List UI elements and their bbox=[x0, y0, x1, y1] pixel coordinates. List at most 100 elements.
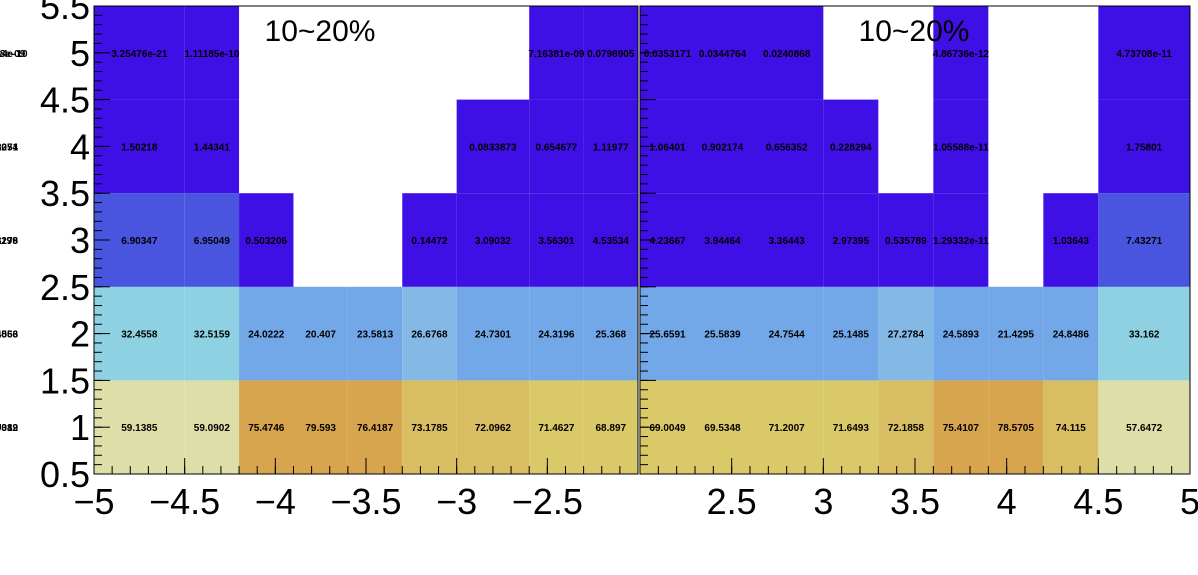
heatmap-cell bbox=[1098, 6, 1190, 100]
heatmap-cell bbox=[293, 380, 348, 474]
heatmap-cell bbox=[1043, 193, 1099, 287]
x-tick-label: −3 bbox=[436, 481, 477, 522]
heatmap-cell bbox=[529, 6, 584, 100]
heatmap-cell-value: 0.0353171 bbox=[644, 49, 692, 60]
heatmap-cell bbox=[402, 193, 457, 287]
heatmap-cell-value: 0.0344764 bbox=[699, 49, 747, 60]
heatmap-cell-value: 27.4563 bbox=[0, 330, 19, 341]
y-tick-label: 2 bbox=[70, 314, 90, 355]
heatmap-cell bbox=[184, 380, 240, 474]
x-tick-label: 5 bbox=[1180, 481, 1198, 522]
heatmap-cell bbox=[239, 286, 294, 381]
heatmap-cell-value: 23.5813 bbox=[357, 330, 394, 341]
heatmap-cell-value: 24.8486 bbox=[1053, 330, 1090, 341]
heatmap-cell-value: 32.5159 bbox=[194, 330, 231, 341]
heatmap-cell bbox=[1098, 286, 1190, 381]
x-tick-label: −2.5 bbox=[512, 481, 583, 522]
y-tick-label: 3.5 bbox=[40, 173, 90, 214]
heatmap-cell bbox=[933, 193, 989, 287]
heatmap-cell-value: 7.43271 bbox=[1126, 236, 1163, 247]
heatmap-cell bbox=[184, 6, 240, 100]
heatmap-cell-value: 0.656352 bbox=[766, 142, 808, 153]
heatmap-cell bbox=[583, 99, 638, 194]
x-tick-label: −3.5 bbox=[330, 481, 401, 522]
heatmap-cell bbox=[695, 286, 750, 381]
heatmap-cell-value: 1.32271 bbox=[0, 142, 19, 153]
heatmap-cell bbox=[878, 193, 934, 287]
y-tick-label: 4.5 bbox=[40, 80, 90, 121]
heatmap-cell-value: 78.5705 bbox=[998, 423, 1035, 434]
heatmap-cell-value: 3.09032 bbox=[475, 236, 512, 247]
heatmap-cell bbox=[184, 286, 240, 381]
y-tick-label: 5 bbox=[70, 33, 90, 74]
heatmap-cell-value: 25.5839 bbox=[704, 330, 741, 341]
heatmap-cell bbox=[750, 99, 824, 194]
heatmap-cell bbox=[402, 380, 457, 474]
heatmap-cell-value: 75.4746 bbox=[248, 423, 285, 434]
heatmap-cell-value: 1.11185e-10 bbox=[184, 49, 239, 60]
heatmap-cell bbox=[239, 193, 294, 287]
heatmap-cell-value: 4.73708e-11 bbox=[1116, 49, 1172, 60]
heatmap-cell bbox=[347, 286, 403, 381]
x-tick-label: 3 bbox=[813, 481, 833, 522]
heatmap-cell-value: 32.4558 bbox=[121, 330, 158, 341]
heatmap-cell bbox=[823, 99, 879, 194]
y-tick-label: 1 bbox=[70, 407, 90, 448]
heatmap-cell bbox=[750, 286, 824, 381]
heatmap-cell-value: 59.1385 bbox=[121, 423, 158, 434]
heatmap-cell-value: 21.4295 bbox=[998, 330, 1035, 341]
y-tick-label: 5.5 bbox=[40, 0, 90, 27]
heatmap-cell-value: 1.9368e-09 bbox=[0, 49, 26, 60]
heatmap-cell-value: 1.78054 bbox=[0, 142, 19, 153]
heatmap-cell-value: 24.0222 bbox=[248, 330, 285, 341]
heatmap-cell-value: 0.228294 bbox=[830, 142, 872, 153]
heatmap-cell bbox=[529, 99, 584, 194]
heatmap-cell-value: 0.902174 bbox=[702, 142, 744, 153]
heatmap-cell bbox=[529, 193, 584, 287]
heatmap-cell-value: 25.1485 bbox=[833, 330, 870, 341]
y-tick-label: 3 bbox=[70, 220, 90, 261]
heatmap-cell bbox=[529, 286, 584, 381]
heatmap-cell bbox=[823, 286, 879, 381]
heatmap-cell bbox=[933, 380, 989, 474]
heatmap-cell-value: 7.41199 bbox=[0, 236, 18, 247]
heatmap-cell-value: 0.0240868 bbox=[763, 49, 811, 60]
heatmap-cell-value: 72.0962 bbox=[475, 423, 512, 434]
heatmap-cell bbox=[750, 193, 824, 287]
heatmap-cell-value: 71.2007 bbox=[769, 423, 806, 434]
right-heatmap-panel: 69.0049 69.5348 71.2007 71.6493 72.1858 75.41… bbox=[0, 5, 1198, 522]
heatmap-cell-value: 3.36443 bbox=[769, 236, 806, 247]
heatmap-cell-value: 24.3196 bbox=[538, 330, 575, 341]
heatmap-cell-value: 4.53534 bbox=[593, 236, 630, 247]
heatmap-cell-value: 71.4627 bbox=[538, 423, 575, 434]
heatmap-cell bbox=[456, 380, 530, 474]
heatmap-cell-value: 69.5348 bbox=[704, 423, 741, 434]
heatmap-cell-value: 20.407 bbox=[305, 330, 336, 341]
heatmap-cell bbox=[1098, 99, 1190, 194]
heatmap-cell-value: 1.44341 bbox=[194, 142, 231, 153]
heatmap-cell-value: 27.2784 bbox=[888, 330, 925, 341]
heatmap-cell-value: 1.11977 bbox=[593, 142, 629, 153]
x-tick-label: 4.5 bbox=[1073, 481, 1123, 522]
heatmap-cell bbox=[1098, 193, 1190, 287]
heatmap-cell-value: 72.1858 bbox=[888, 423, 925, 434]
heatmap-cell bbox=[1043, 286, 1099, 381]
heatmap-cell bbox=[456, 99, 530, 194]
heatmap-cell-value: 0.654677 bbox=[536, 142, 578, 153]
heatmap-cell bbox=[823, 193, 879, 287]
heatmap-cell bbox=[583, 286, 638, 381]
x-tick-label: 3.5 bbox=[890, 481, 940, 522]
heatmap-cell bbox=[293, 286, 348, 381]
heatmap-cell bbox=[750, 380, 824, 474]
heatmap-cell-value: 1.29332e-11 bbox=[933, 236, 989, 247]
heatmap-cell-value: 71.6493 bbox=[833, 423, 870, 434]
heatmap-cell-value: 24.7544 bbox=[769, 330, 806, 341]
heatmap-cell bbox=[184, 99, 240, 194]
y-tick-label: 0.5 bbox=[40, 454, 90, 495]
heatmap-cell-value: 57.7019 bbox=[0, 423, 19, 434]
heatmap-cell-value: 1.06401 bbox=[649, 142, 686, 153]
heatmap-cell bbox=[933, 286, 989, 381]
heatmap-cell bbox=[1098, 380, 1190, 474]
heatmap-cell-value: 69.0049 bbox=[649, 423, 686, 434]
heatmap-cell-value: 1.75801 bbox=[1126, 142, 1163, 153]
